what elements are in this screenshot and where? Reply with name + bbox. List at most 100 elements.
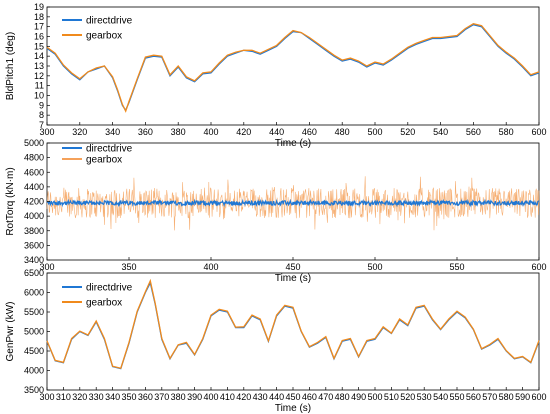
y-tick-label: 16 (34, 32, 44, 42)
y-tick-label: 4600 (24, 167, 44, 177)
x-tick-label: 350 (121, 392, 136, 402)
x-tick-label: 340 (105, 392, 120, 402)
y-tick-label: 17 (34, 22, 44, 32)
legend-label-directdrive: directdrive (86, 16, 133, 27)
y-tick-label: 4200 (24, 197, 44, 207)
panel-generator-power: 300 310 320 330 340 350 360 370 380 390 400 410 420 4… (5, 268, 547, 414)
x-tick-label: 460 (302, 127, 317, 137)
y-tick-label: 3600 (24, 240, 44, 250)
x-axis-label: Time (s) (275, 138, 311, 149)
x-tick-labels: 300 320 340 360 380 400 420 440 460 480 500 520 540 5… (39, 122, 547, 137)
x-tick-label: 450 (285, 392, 300, 402)
x-tick-label: 580 (499, 127, 514, 137)
legend: directdrive gearbox (62, 144, 133, 166)
x-tick-label: 330 (89, 392, 104, 402)
x-tick-label: 600 (531, 262, 546, 272)
x-tick-label: 490 (351, 392, 366, 402)
y-tick-labels: 3500 4000 4500 5000 5500 6000 6500 (24, 268, 50, 395)
y-tick-label: 4000 (24, 366, 44, 376)
y-tick-label: 13 (34, 61, 44, 71)
x-tick-label: 440 (269, 392, 284, 402)
y-tick-label: 11 (35, 81, 44, 91)
y-tick-label: 6000 (24, 288, 44, 298)
legend-label-gearbox: gearbox (86, 155, 122, 166)
x-tick-label: 400 (203, 127, 218, 137)
x-tick-label: 600 (531, 392, 546, 402)
x-tick-label: 400 (203, 392, 218, 402)
y-tick-label: 4500 (24, 346, 44, 356)
series-line-directdrive (46, 198, 540, 208)
y-tick-label: 4800 (24, 153, 44, 163)
x-axis-label: Time (s) (275, 273, 311, 284)
x-tick-label: 440 (269, 127, 284, 137)
x-tick-label: 560 (466, 392, 481, 402)
x-tick-label: 380 (171, 392, 186, 402)
y-tick-label: 10 (34, 91, 44, 101)
series-layer (46, 23, 540, 113)
y-tick-label: 3400 (24, 255, 44, 265)
x-tick-label: 540 (433, 127, 448, 137)
x-tick-label: 420 (236, 127, 251, 137)
x-axis-label: Time (s) (275, 403, 311, 414)
x-tick-label: 390 (187, 392, 202, 402)
x-tick-label: 560 (466, 127, 481, 137)
y-tick-label: 14 (34, 51, 44, 61)
x-tick-label: 350 (121, 262, 136, 272)
y-tick-label: 3500 (24, 385, 44, 395)
legend: directdrive gearbox (62, 16, 133, 42)
x-tick-label: 550 (449, 262, 464, 272)
x-tick-label: 590 (515, 392, 530, 402)
series-layer (46, 176, 540, 231)
x-tick-label: 460 (302, 392, 317, 402)
x-tick-label: 500 (367, 262, 382, 272)
y-axis-label: BldPitch1 (deg) (5, 32, 16, 100)
y-tick-labels: 3400 3600 3800 4000 4200 4400 4600 4800 5000 (24, 138, 50, 265)
legend-label-directdrive: directdrive (86, 283, 133, 294)
x-tick-label: 320 (72, 127, 87, 137)
series-line-gearbox (46, 23, 540, 113)
x-tick-label: 410 (220, 392, 235, 402)
x-tick-label: 600 (531, 127, 546, 137)
y-tick-label: 4000 (24, 211, 44, 221)
series-line-gearbox (46, 278, 540, 369)
x-tick-label: 500 (367, 127, 382, 137)
y-tick-label: 4400 (24, 182, 44, 192)
y-tick-label: 5000 (24, 327, 44, 337)
x-tick-label: 520 (400, 127, 415, 137)
y-tick-label: 6500 (24, 268, 44, 278)
y-tick-label: 15 (34, 41, 44, 51)
y-axis-label: GenPwr (kW) (5, 302, 16, 362)
y-tick-label: 8 (39, 110, 44, 120)
x-tick-label: 400 (203, 262, 218, 272)
x-tick-label: 310 (56, 392, 71, 402)
x-tick-labels: 300 350 400 450 500 550 600 (39, 257, 547, 272)
y-tick-label: 3800 (24, 226, 44, 236)
x-tick-label: 430 (253, 392, 268, 402)
x-tick-label: 480 (335, 392, 350, 402)
x-tick-label: 360 (138, 127, 153, 137)
x-tick-label: 500 (367, 392, 382, 402)
y-tick-label: 5000 (24, 138, 44, 148)
panel-rotor-torque: 300 350 400 450 500 550 600 3400 3600 3800 4000 42… (5, 138, 547, 284)
x-tick-label: 580 (499, 392, 514, 402)
legend: directdrive gearbox (62, 283, 133, 309)
y-tick-label: 7 (39, 120, 44, 130)
y-axis-label: RotTorq (kN·m) (5, 167, 16, 235)
x-tick-label: 480 (335, 127, 350, 137)
series-line-gearbox (46, 176, 540, 231)
x-tick-label: 470 (318, 392, 333, 402)
y-tick-label: 9 (39, 100, 44, 110)
x-tick-label: 550 (449, 392, 464, 402)
x-tick-label: 570 (482, 392, 497, 402)
x-tick-label: 510 (384, 392, 399, 402)
x-tick-label: 420 (236, 392, 251, 402)
x-tick-label: 520 (400, 392, 415, 402)
y-tick-label: 19 (34, 2, 44, 12)
series-layer (46, 278, 540, 370)
x-tick-labels: 300 310 320 330 340 350 360 370 380 390 400 410 420 4… (39, 387, 547, 402)
x-tick-label: 360 (138, 392, 153, 402)
x-tick-label: 300 (39, 262, 54, 272)
